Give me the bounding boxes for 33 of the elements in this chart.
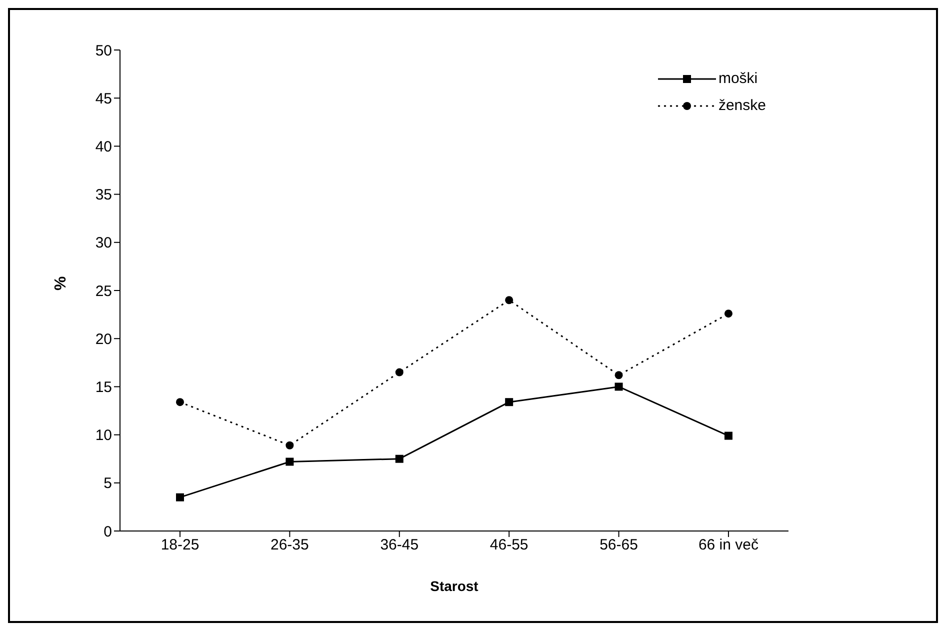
y-axis-title: % [52,276,70,290]
y-tick-label: 25 [95,282,112,300]
point [395,368,404,376]
point [395,454,404,463]
y-tick-label: 45 [95,90,112,108]
x-tick-label: 18-25 [160,536,200,554]
point [724,432,732,440]
x-axis-title: Starost [430,578,479,594]
point [176,398,184,406]
y-tick-label: 40 [95,138,112,156]
point [724,310,732,318]
point [176,493,184,502]
point [614,371,623,380]
y-tick-label: 0 [104,523,112,540]
y-tick-label: 30 [95,234,112,252]
point [286,458,294,466]
point [505,398,514,406]
x-tick-label: 56-65 [600,536,638,554]
y-tick-label: 50 [95,42,112,60]
legend-label: ženske [718,97,766,114]
x-tick-label: 46-55 [490,536,528,554]
point [614,382,623,391]
y-tick-label: 5 [104,475,112,492]
point [286,441,294,450]
y-tick-label: 20 [95,330,112,348]
x-tick-label: 26-35 [270,536,309,554]
point [505,296,514,304]
y-tick-label: 15 [95,379,112,396]
x-tick-label: 36-45 [380,536,419,554]
y-tick-label: 10 [95,427,112,444]
x-tick-label: 66 in več [698,536,759,554]
legend-label: moški [718,70,758,87]
y-tick-label: 35 [95,186,112,204]
